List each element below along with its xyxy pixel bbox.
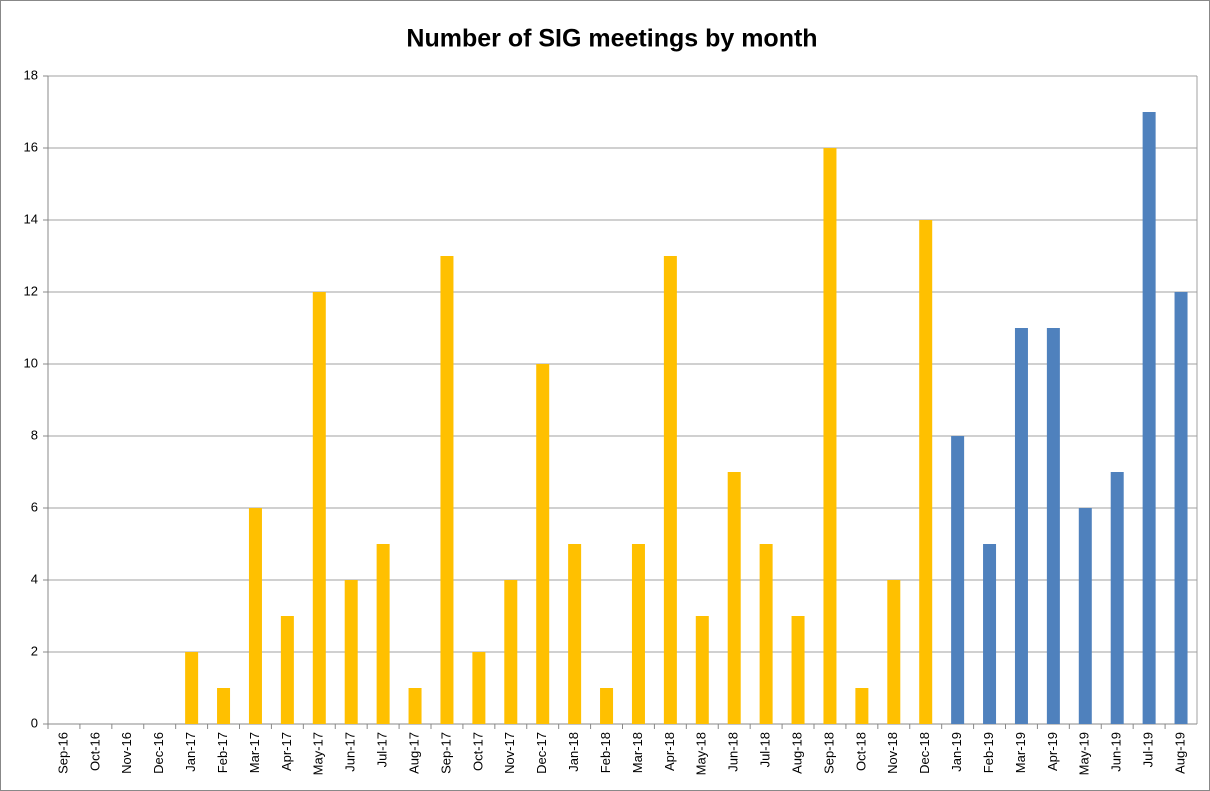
x-tick-label: Jul-19 (1141, 732, 1156, 767)
y-tick-label: 18 (24, 67, 38, 82)
bar (504, 580, 518, 724)
bar (983, 544, 997, 724)
x-tick-label: Sep-17 (438, 732, 453, 774)
x-tick-label: Oct-18 (853, 732, 868, 771)
y-tick-label: 0 (31, 715, 38, 730)
x-tick-label: Jun-17 (343, 732, 358, 772)
x-tick-label: Dec-18 (917, 732, 932, 774)
bar (1078, 508, 1092, 724)
bar (951, 436, 965, 724)
x-tick-label: Jan-17 (183, 732, 198, 772)
x-tick-label: Jul-17 (375, 732, 390, 767)
bar (472, 652, 486, 724)
bar (727, 472, 741, 724)
bar (791, 616, 805, 724)
x-tick-label: Sep-16 (55, 732, 70, 774)
x-tick-label: Aug-19 (1172, 732, 1187, 774)
bar (185, 652, 199, 724)
bar (1014, 328, 1028, 724)
bar (823, 148, 837, 724)
x-tick-label: Oct-17 (470, 732, 485, 771)
x-tick-label: Nov-18 (885, 732, 900, 774)
y-tick-label: 8 (31, 427, 38, 442)
y-tick-label: 6 (31, 499, 38, 514)
y-tick-label: 12 (24, 283, 38, 298)
x-tick-label: Mar-17 (247, 732, 262, 773)
bar (312, 292, 326, 724)
bar (919, 220, 933, 724)
bar (631, 544, 645, 724)
x-tick-label: Apr-19 (1045, 732, 1060, 771)
bar (695, 616, 709, 724)
y-tick-label: 16 (24, 139, 38, 154)
x-tick-label: Sep-18 (821, 732, 836, 774)
chart-title: Number of SIG meetings by month (406, 25, 817, 53)
x-tick-label: Apr-17 (279, 732, 294, 771)
x-tick-label: Mar-19 (1013, 732, 1028, 773)
bar (759, 544, 773, 724)
bar (408, 688, 422, 724)
x-tick-label: Jan-19 (949, 732, 964, 772)
x-tick-label: Dec-17 (534, 732, 549, 774)
x-tick-label: Oct-16 (87, 732, 102, 771)
bar (536, 364, 550, 724)
x-tick-label: Jun-19 (1109, 732, 1124, 772)
x-tick-label: Nov-17 (502, 732, 517, 774)
bar (344, 580, 358, 724)
x-tick-label: Mar-18 (630, 732, 645, 773)
x-tick-label: Jan-18 (566, 732, 581, 772)
bar (663, 256, 677, 724)
x-tick-label: Dec-16 (151, 732, 166, 774)
x-tick-label: Aug-18 (789, 732, 804, 774)
y-tick-label: 4 (31, 571, 38, 586)
x-tick-label: Feb-19 (981, 732, 996, 773)
x-tick-label: Aug-17 (406, 732, 421, 774)
bar (887, 580, 901, 724)
x-tick-label: Jul-18 (758, 732, 773, 767)
x-tick-label: May-18 (694, 732, 709, 775)
x-tick-label: Feb-18 (598, 732, 613, 773)
bar (855, 688, 869, 724)
x-tick-label: Nov-16 (119, 732, 134, 774)
bar (1174, 292, 1188, 724)
bar (217, 688, 231, 724)
x-tick-label: Apr-18 (662, 732, 677, 771)
y-tick-label: 10 (24, 355, 38, 370)
x-tick-label: May-17 (311, 732, 326, 775)
bar (1110, 472, 1124, 724)
bar (248, 508, 262, 724)
y-tick-label: 14 (24, 211, 38, 226)
bar (280, 616, 294, 724)
bar (568, 544, 582, 724)
bar (440, 256, 454, 724)
y-tick-label: 2 (31, 643, 38, 658)
bar (376, 544, 390, 724)
bar (1142, 112, 1156, 724)
bar (600, 688, 614, 724)
x-tick-label: Jun-18 (726, 732, 741, 772)
x-tick-label: May-19 (1077, 732, 1092, 775)
x-tick-label: Feb-17 (215, 732, 230, 773)
bar (1046, 328, 1060, 724)
